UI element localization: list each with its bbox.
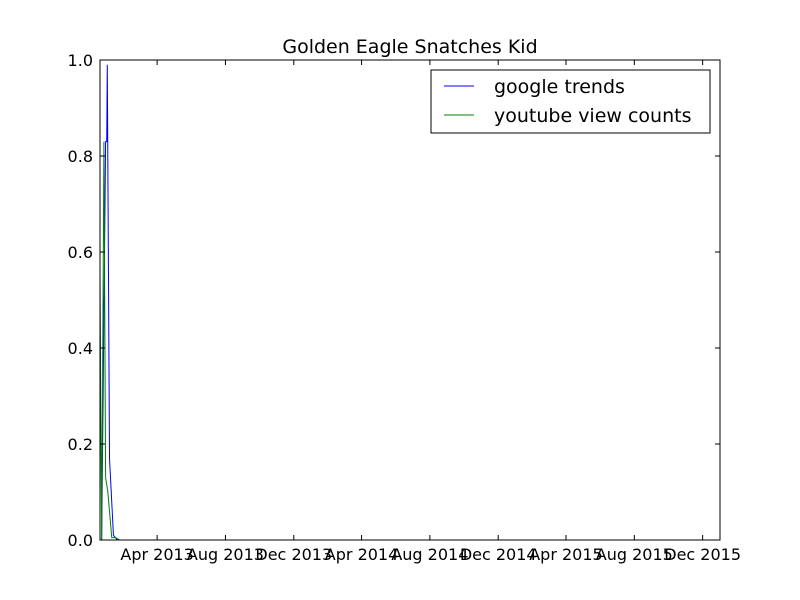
legend: google trends youtube view counts [430,69,711,134]
x-tick-label: Aug 2014 [391,545,468,564]
y-axis: 0.0 0.2 0.4 0.6 0.8 1.0 [68,51,720,550]
series-line-youtube-view-counts [99,141,720,541]
x-tick-label: Aug 2015 [596,545,673,564]
y-tick-label: 0.2 [68,435,93,454]
x-tick-label: Dec 2013 [255,545,332,564]
x-tick-label: Apr 2014 [325,545,398,564]
plot-background [100,60,720,540]
y-tick-label: 0.8 [68,147,93,166]
plot-frame [99,59,721,541]
x-tick-label: Apr 2013 [120,545,193,564]
legend-box [430,69,711,134]
y-tick-label: 0.0 [68,531,93,550]
x-tick-label: Aug 2013 [187,545,264,564]
x-tick-label: Dec 2014 [460,545,537,564]
y-tick-label: 0.6 [68,243,93,262]
y-tick-label: 1.0 [68,51,93,70]
x-tick-label: Apr 2015 [529,545,602,564]
y-tick-label: 0.4 [68,339,93,358]
chart-title: Golden Eagle Snatches Kid [282,36,537,58]
legend-label: youtube view counts [494,105,692,127]
x-tick-label: Dec 2015 [664,545,741,564]
legend-label: google trends [494,76,625,98]
